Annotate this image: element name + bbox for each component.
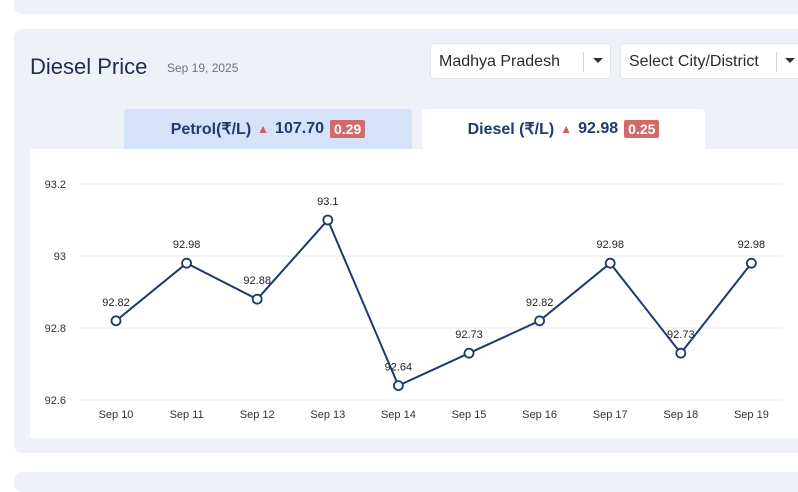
data-label: 92.64	[385, 362, 413, 374]
data-point	[746, 257, 757, 269]
x-tick-label: Sep 14	[381, 409, 416, 421]
data-point	[463, 347, 475, 359]
price-line-chart: 92.6 92.8 93 93.2 Sep 10 Sep 11 Sep 12 Sep 13 Se…	[45, 179, 782, 421]
data-point	[110, 315, 122, 327]
data-label: 92.82	[102, 297, 130, 309]
x-tick-label: Sep 13	[310, 409, 345, 421]
tab-petrol-change-badge: 0.29	[329, 120, 366, 138]
x-tick-label: Sep 17	[593, 409, 628, 421]
data-point	[251, 293, 263, 305]
x-tick-label: Sep 10	[99, 409, 134, 421]
data-label: 92.98	[596, 239, 624, 251]
data-label: 93.1	[317, 196, 338, 208]
x-tick-label: Sep 16	[522, 409, 557, 421]
y-tick-label: 93	[54, 251, 66, 263]
tab-diesel[interactable]: Diesel (₹/L) ▲ 92.98 0.25	[422, 109, 705, 149]
data-label: 92.88	[243, 275, 271, 287]
data-label: 92.82	[526, 297, 554, 309]
page-title: Diesel Price	[30, 54, 148, 79]
tab-petrol-label: Petrol(₹/L)	[170, 121, 252, 138]
city-select-value: Select City/District	[629, 53, 759, 70]
up-triangle-icon: ▲	[257, 122, 270, 136]
chevron-down-icon	[593, 58, 603, 63]
data-label: 92.98	[173, 239, 201, 251]
tab-diesel-change-badge: 0.25	[624, 120, 660, 138]
chart-panel: 92.6 92.8 93 93.2 Sep 10 Sep 11 Sep 12 Sep 13 Se…	[30, 149, 798, 438]
state-select-value: Madhya Pradesh	[439, 53, 560, 70]
data-point	[534, 315, 546, 327]
page-date: Sep 19, 2025	[167, 61, 239, 75]
y-tick-label: 92.8	[45, 323, 66, 335]
data-label: 92.73	[455, 329, 483, 341]
data-point	[322, 214, 334, 226]
x-tick-label: Sep 19	[734, 409, 769, 421]
tab-petrol-price: 107.70	[275, 120, 324, 137]
data-point	[604, 257, 616, 269]
select-divider	[583, 52, 584, 72]
select-divider	[776, 52, 777, 72]
chevron-down-icon	[785, 58, 795, 63]
y-tick-label: 92.6	[45, 395, 66, 407]
previous-card	[14, 0, 798, 14]
up-triangle-icon: ▲	[560, 122, 573, 136]
data-label: 92.73	[667, 329, 695, 341]
x-tick-label: Sep 12	[240, 409, 275, 421]
y-tick-label: 93.2	[45, 179, 66, 191]
tab-diesel-price: 92.98	[578, 120, 619, 137]
data-point	[675, 347, 687, 359]
tab-petrol[interactable]: Petrol(₹/L) ▲ 107.70 0.29	[124, 109, 412, 149]
data-point	[181, 257, 193, 269]
city-select[interactable]: Select City/District	[620, 43, 798, 79]
x-tick-label: Sep 18	[663, 409, 698, 421]
state-select[interactable]: Madhya Pradesh	[430, 43, 611, 79]
data-label: 92.98	[738, 239, 766, 251]
next-card	[14, 472, 798, 492]
x-tick-label: Sep 11	[170, 409, 204, 421]
tab-diesel-label: Diesel (₹/L)	[467, 121, 555, 138]
series-line	[115, 218, 753, 387]
x-tick-label: Sep 15	[452, 409, 487, 421]
data-point	[392, 380, 404, 392]
